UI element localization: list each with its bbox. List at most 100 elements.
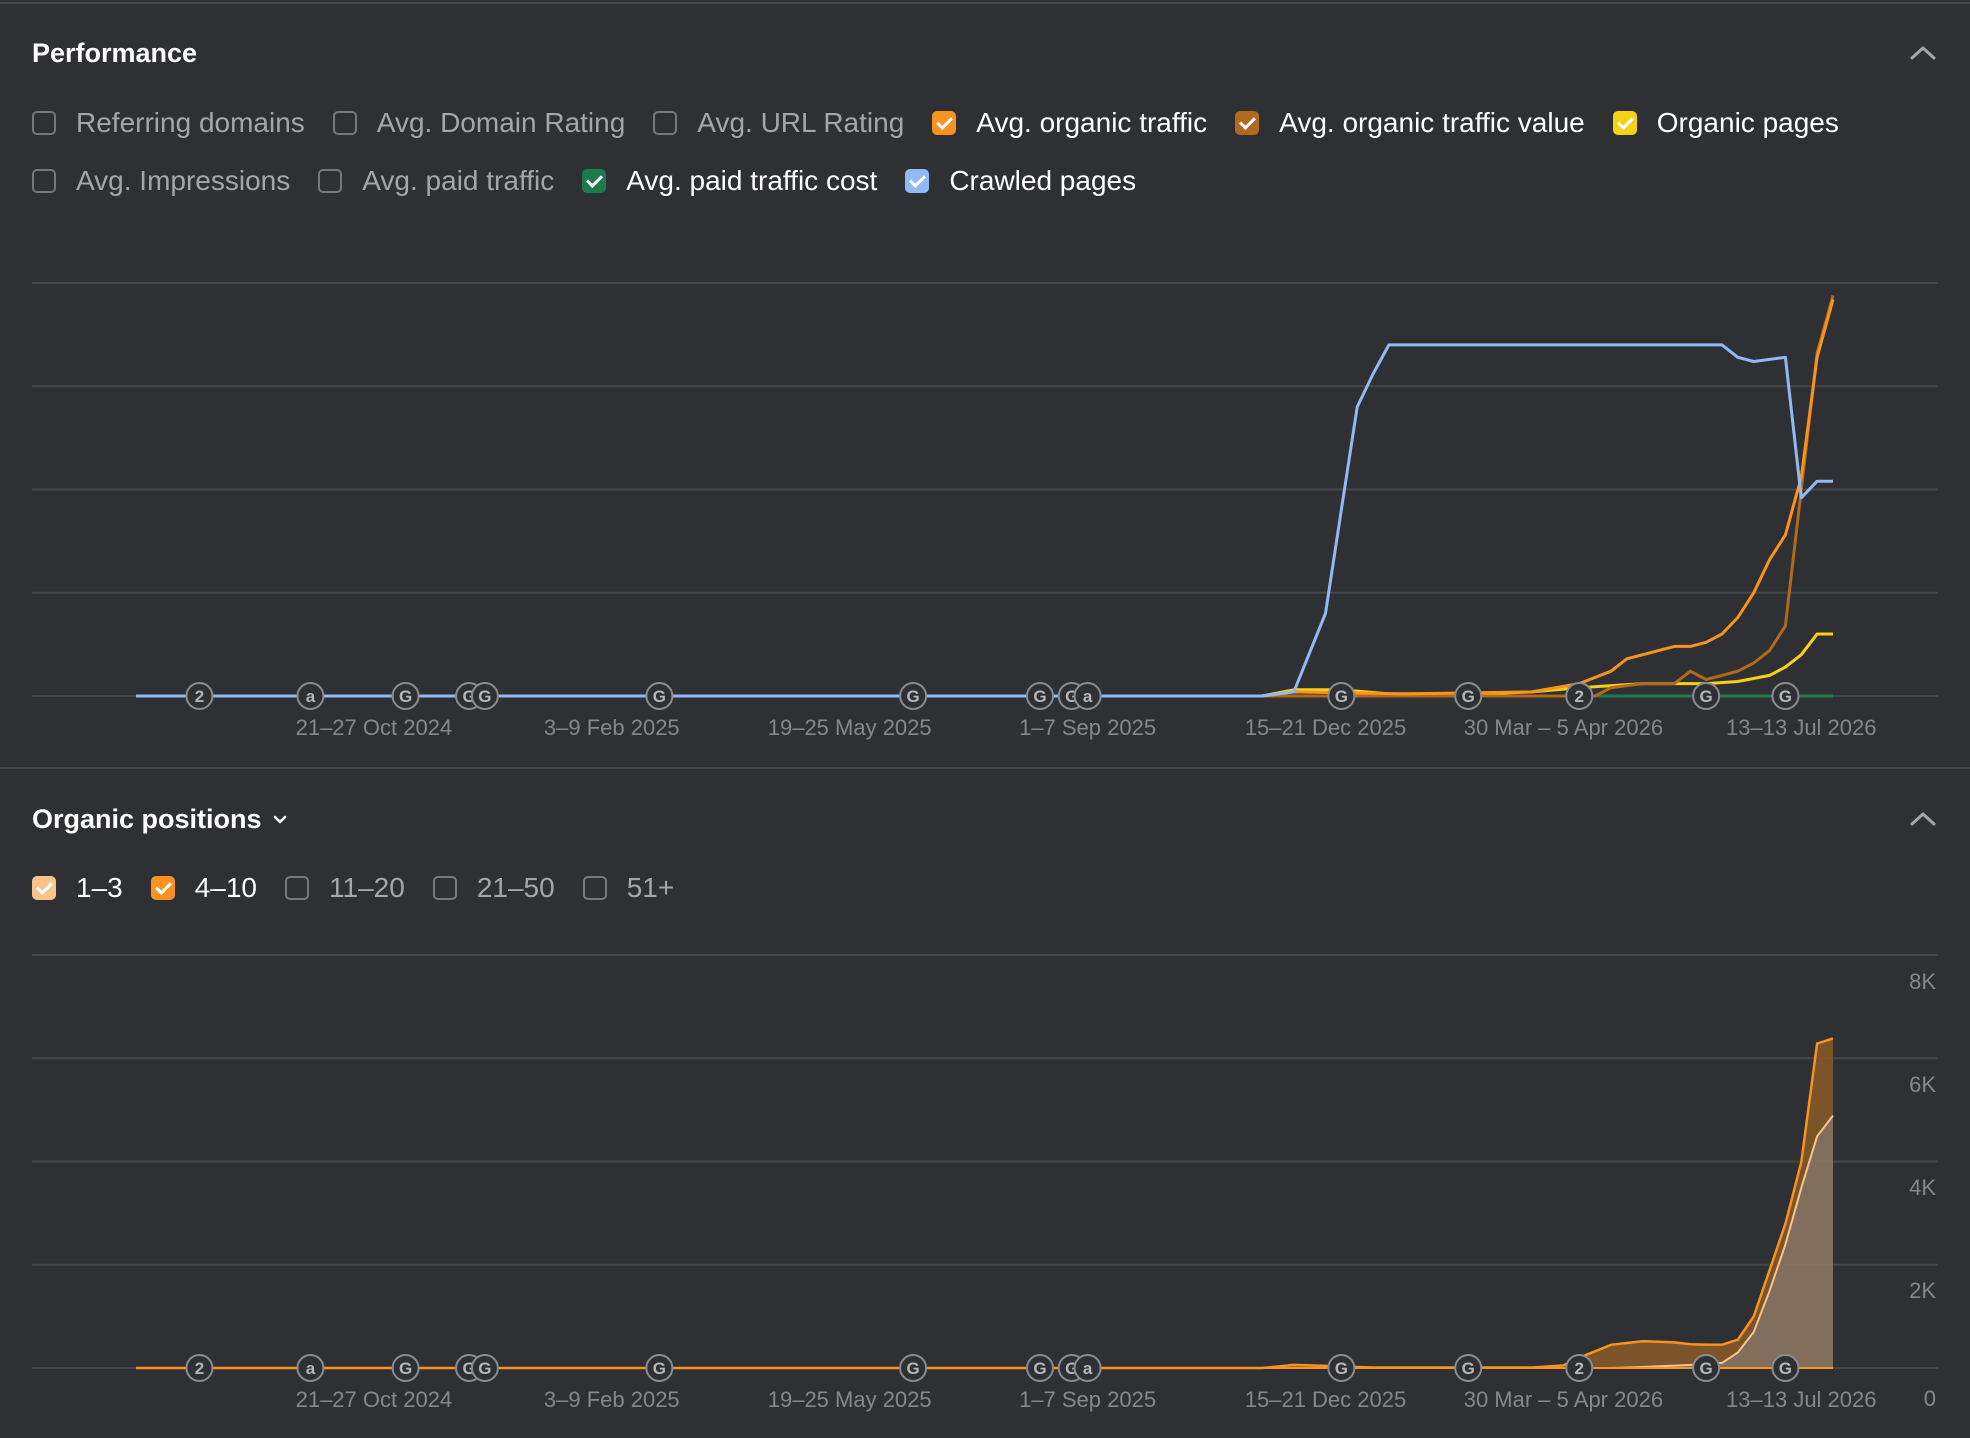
- checkbox[interactable]: [32, 169, 56, 193]
- toggle-label: Avg. organic traffic: [976, 107, 1208, 138]
- event-marker-label: 2: [1575, 687, 1584, 706]
- toggle-4-10[interactable]: 4–10: [150, 872, 258, 904]
- toggle-avg-organic-traffic-value[interactable]: Avg. organic traffic value: [1235, 107, 1585, 139]
- toggle-avg-paid-traffic-cost[interactable]: Avg. paid traffic cost: [582, 165, 877, 197]
- event-marker-label: G: [907, 1359, 920, 1378]
- event-marker-label: a: [306, 687, 316, 706]
- chevron-up-icon: [1910, 812, 1936, 826]
- section-divider: [0, 767, 1970, 769]
- area-4-10: [136, 1038, 1833, 1368]
- toggle-21-50[interactable]: 21–50: [432, 872, 555, 904]
- event-marker-circle: [1454, 1354, 1483, 1382]
- event-marker-circle: [645, 1354, 674, 1382]
- checkbox[interactable]: [1235, 111, 1260, 135]
- checkbox[interactable]: [285, 876, 310, 900]
- toggle-crawled-pages[interactable]: Crawled pages: [905, 165, 1136, 197]
- toggle-label: Avg. Impressions: [76, 165, 291, 196]
- event-marker-circle: [296, 1354, 325, 1382]
- event-marker-label: G: [478, 1359, 491, 1378]
- chevron-down-icon: [273, 815, 286, 823]
- event-marker-circle: [1454, 682, 1483, 710]
- x-tick-label: 3–9 Feb 2025: [544, 715, 680, 740]
- event-marker-label: G: [1335, 1359, 1348, 1378]
- checkbox[interactable]: [32, 876, 56, 900]
- top-border: [0, 2, 1970, 4]
- event-marker-label: 2: [1575, 1359, 1584, 1378]
- event-marker-label: G: [1779, 1359, 1792, 1378]
- event-marker-circle: [1073, 1354, 1102, 1382]
- event-marker-label: 2: [195, 1359, 204, 1378]
- performance-toggles-row-2: Avg. Impressions Avg. paid traffic Avg. pa…: [32, 165, 1164, 197]
- y-tick-label: 0: [1924, 1386, 1936, 1411]
- toggle-1-3[interactable]: 1–3: [32, 872, 123, 904]
- checkbox[interactable]: [332, 111, 357, 135]
- event-marker-label: G: [653, 687, 666, 706]
- toggle-avg-url-rating[interactable]: Avg. URL Rating: [653, 107, 904, 139]
- toggle-avg-impressions[interactable]: Avg. Impressions: [32, 165, 290, 197]
- event-marker: a: [296, 1354, 325, 1382]
- organic-positions-title[interactable]: Organic positions: [32, 804, 288, 835]
- event-marker-circle: [1692, 682, 1721, 710]
- area-1-3: [136, 1115, 1833, 1368]
- checkbox[interactable]: [582, 169, 607, 193]
- x-tick-label: 30 Mar – 5 Apr 2026: [1464, 1387, 1663, 1412]
- toggle-51[interactable]: 51+: [582, 872, 674, 904]
- series-line-avg-organic-traffic-value: [136, 295, 1835, 698]
- performance-title: Performance: [32, 38, 197, 69]
- checkbox[interactable]: [432, 876, 457, 900]
- event-marker: G: [391, 682, 420, 710]
- checkbox[interactable]: [932, 111, 957, 135]
- event-marker: a: [1073, 682, 1102, 710]
- checkbox[interactable]: [582, 876, 607, 900]
- event-marker: G: [1771, 682, 1800, 710]
- toggle-label: Avg. organic traffic value: [1279, 107, 1585, 138]
- event-marker-circle: [1327, 1354, 1356, 1382]
- series-line-organic-pages: [136, 632, 1833, 698]
- event-marker-circle: [185, 1354, 214, 1382]
- x-tick-label: 1–7 Sep 2025: [1019, 1387, 1156, 1412]
- event-marker: G: [470, 682, 499, 710]
- event-marker: G: [1026, 1354, 1055, 1382]
- organic-positions-title-text: Organic positions: [32, 804, 262, 834]
- toggle-avg-domain-rating[interactable]: Avg. Domain Rating: [332, 107, 625, 139]
- toggle-avg-paid-traffic[interactable]: Avg. paid traffic: [318, 165, 554, 197]
- event-marker-label: G: [1033, 1359, 1046, 1378]
- toggle-avg-organic-traffic[interactable]: Avg. organic traffic: [932, 107, 1207, 139]
- y-tick-label: 2K: [1909, 1278, 1936, 1303]
- toggle-referring-domains[interactable]: Referring domains: [32, 107, 305, 139]
- event-marker-circle: [899, 682, 928, 710]
- event-marker-label: G: [1335, 687, 1348, 706]
- x-tick-label: 15–21 Dec 2025: [1245, 715, 1406, 740]
- organic-positions-collapse-button[interactable]: [1906, 802, 1940, 836]
- x-tick-label: 21–27 Oct 2024: [296, 715, 453, 740]
- checkbox[interactable]: [32, 111, 56, 135]
- checkbox[interactable]: [1612, 111, 1637, 135]
- event-marker-circle: [470, 682, 499, 710]
- checkbox[interactable]: [318, 169, 343, 193]
- event-marker-circle: [185, 682, 214, 710]
- event-marker-label: G: [399, 1359, 412, 1378]
- checkbox[interactable]: [653, 111, 678, 135]
- x-tick-label: 15–21 Dec 2025: [1245, 1387, 1406, 1412]
- event-marker: G: [1771, 1354, 1800, 1382]
- checkbox[interactable]: [905, 169, 930, 193]
- event-marker-circle: [1565, 682, 1594, 710]
- event-marker-label: 2: [195, 687, 204, 706]
- event-marker-circle: [1565, 1354, 1594, 1382]
- event-marker: G: [1327, 1354, 1356, 1382]
- toggle-label: 4–10: [194, 872, 258, 903]
- toggle-organic-pages[interactable]: Organic pages: [1612, 107, 1839, 139]
- checkbox[interactable]: [150, 876, 175, 900]
- event-marker: G: [899, 682, 928, 710]
- y-tick-label: 4K: [1909, 1175, 1936, 1200]
- y-tick-label: 6K: [1909, 1072, 1936, 1097]
- toggle-11-20[interactable]: 11–20: [285, 872, 405, 904]
- event-marker-label: G: [1700, 1359, 1713, 1378]
- event-marker-label: G: [653, 1359, 666, 1378]
- event-marker: G: [391, 1354, 420, 1382]
- event-marker-label: G: [399, 687, 412, 706]
- event-marker: a: [1073, 1354, 1102, 1382]
- performance-collapse-button[interactable]: [1906, 36, 1940, 70]
